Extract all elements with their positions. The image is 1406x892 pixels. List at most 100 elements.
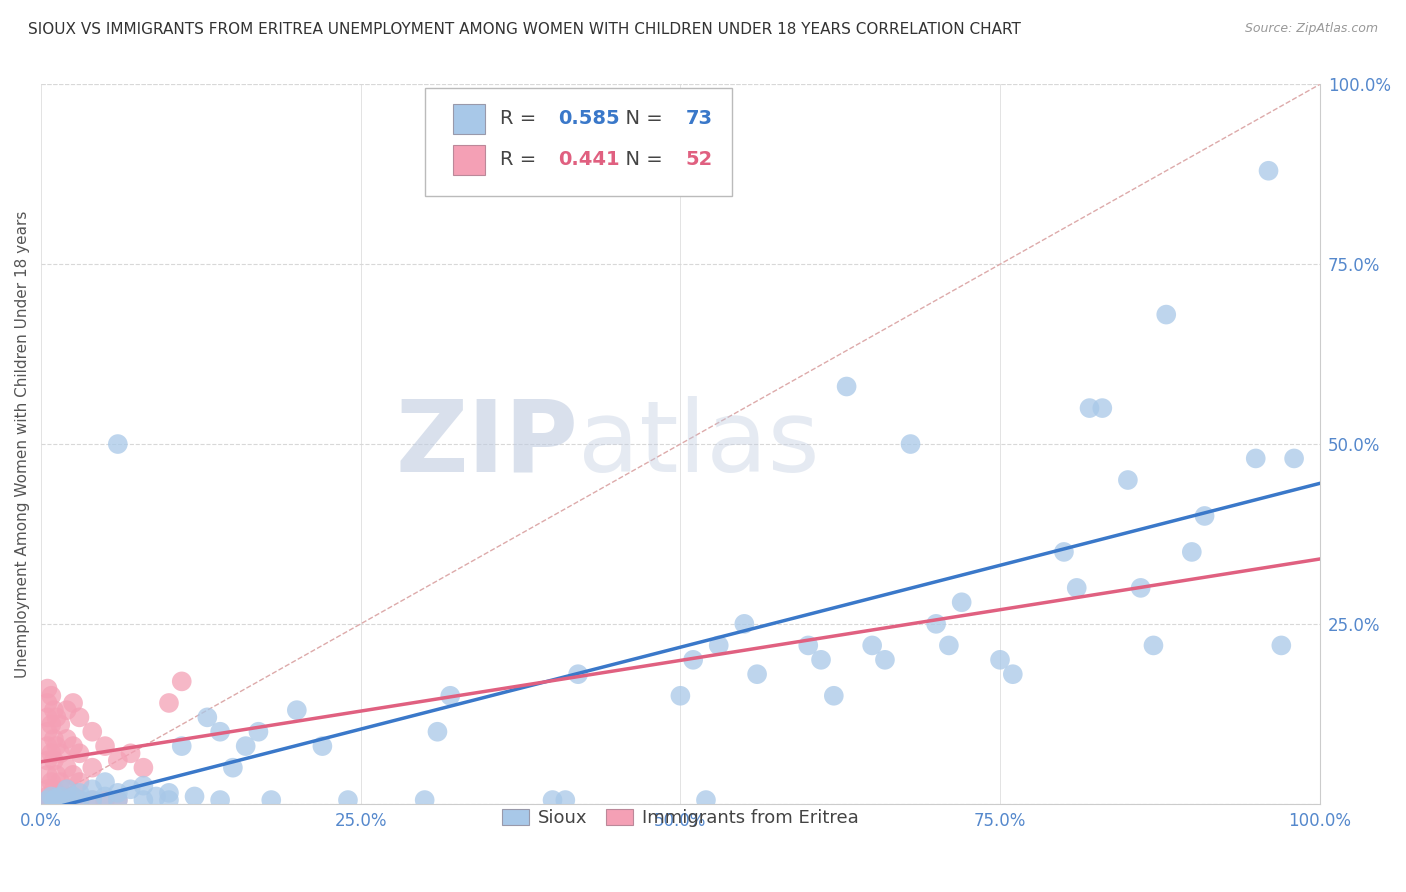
- Point: [41, 793, 63, 807]
- Point: [42, 793, 65, 807]
- Text: Source: ZipAtlas.com: Source: ZipAtlas.com: [1244, 22, 1378, 36]
- Point: [62, 696, 84, 710]
- Point: [62, 789, 84, 804]
- Point: [426, 724, 449, 739]
- Point: [209, 793, 232, 807]
- Point: [707, 639, 730, 653]
- Point: [157, 786, 180, 800]
- Point: [145, 789, 167, 804]
- Point: [37, 724, 59, 739]
- Point: [49, 789, 72, 804]
- Point: [745, 667, 768, 681]
- Point: [567, 667, 589, 681]
- Point: [439, 689, 461, 703]
- Point: [120, 782, 142, 797]
- Point: [49, 747, 72, 761]
- Point: [42, 793, 65, 807]
- Point: [42, 782, 65, 797]
- Point: [900, 437, 922, 451]
- Point: [170, 739, 193, 753]
- Point: [62, 768, 84, 782]
- Text: 52: 52: [686, 151, 713, 169]
- Point: [1181, 545, 1204, 559]
- Point: [82, 782, 104, 797]
- Point: [41, 789, 63, 804]
- Point: [69, 793, 91, 807]
- Point: [1001, 667, 1024, 681]
- Text: 0.441: 0.441: [558, 151, 619, 169]
- Text: ZIP: ZIP: [395, 395, 578, 492]
- FancyBboxPatch shape: [425, 88, 731, 196]
- Point: [311, 739, 333, 753]
- Point: [835, 379, 858, 393]
- Point: [37, 768, 59, 782]
- Point: [733, 616, 755, 631]
- Point: [1066, 581, 1088, 595]
- Point: [247, 724, 270, 739]
- Point: [94, 775, 117, 789]
- Point: [107, 793, 129, 807]
- FancyBboxPatch shape: [453, 103, 485, 134]
- Text: R =: R =: [501, 151, 543, 169]
- Point: [69, 775, 91, 789]
- Point: [107, 437, 129, 451]
- Point: [41, 775, 63, 789]
- Point: [1142, 639, 1164, 653]
- Point: [336, 793, 359, 807]
- Point: [45, 739, 67, 753]
- Point: [82, 793, 104, 807]
- Point: [45, 791, 67, 805]
- Point: [37, 739, 59, 753]
- Point: [55, 731, 77, 746]
- Point: [541, 793, 564, 807]
- Y-axis label: Unemployment Among Women with Children Under 18 years: Unemployment Among Women with Children U…: [15, 211, 30, 678]
- Point: [55, 793, 77, 807]
- Text: 73: 73: [686, 110, 713, 128]
- Point: [107, 786, 129, 800]
- Point: [873, 653, 896, 667]
- Point: [157, 696, 180, 710]
- Point: [1116, 473, 1139, 487]
- Point: [195, 710, 218, 724]
- Point: [41, 689, 63, 703]
- Point: [107, 793, 129, 807]
- Point: [45, 768, 67, 782]
- Legend: Sioux, Immigrants from Eritrea: Sioux, Immigrants from Eritrea: [495, 802, 866, 834]
- Point: [810, 653, 832, 667]
- Point: [37, 754, 59, 768]
- Point: [55, 782, 77, 797]
- Point: [45, 793, 67, 807]
- Point: [94, 793, 117, 807]
- FancyBboxPatch shape: [453, 145, 485, 175]
- Point: [94, 739, 117, 753]
- Point: [157, 793, 180, 807]
- Point: [235, 739, 257, 753]
- Point: [49, 717, 72, 731]
- Point: [209, 724, 232, 739]
- Point: [55, 793, 77, 807]
- Point: [62, 793, 84, 807]
- Point: [69, 786, 91, 800]
- Point: [860, 639, 883, 653]
- Point: [55, 703, 77, 717]
- Text: R =: R =: [501, 110, 543, 128]
- Point: [94, 789, 117, 804]
- Point: [925, 616, 948, 631]
- Point: [1154, 308, 1177, 322]
- Point: [107, 754, 129, 768]
- Point: [55, 761, 77, 775]
- Point: [222, 761, 245, 775]
- Point: [37, 789, 59, 804]
- Point: [37, 782, 59, 797]
- Point: [69, 710, 91, 724]
- Text: atlas: atlas: [578, 395, 820, 492]
- Point: [1129, 581, 1152, 595]
- Point: [37, 710, 59, 724]
- Point: [554, 793, 576, 807]
- Point: [1270, 639, 1292, 653]
- Point: [695, 793, 717, 807]
- Point: [1078, 401, 1101, 415]
- Point: [45, 710, 67, 724]
- Point: [37, 681, 59, 696]
- Point: [49, 793, 72, 807]
